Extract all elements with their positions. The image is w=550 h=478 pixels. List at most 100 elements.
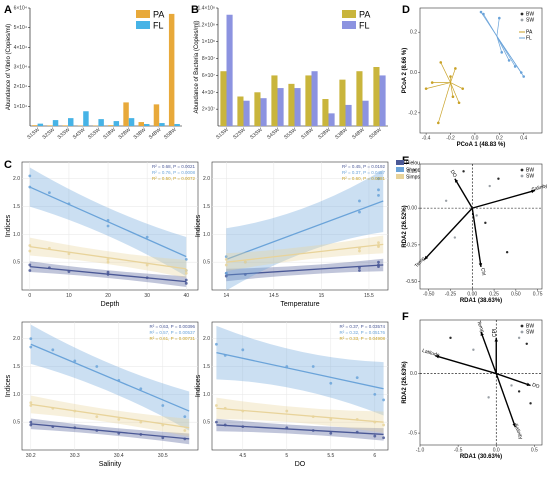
arrow-head: [454, 178, 459, 183]
x-tick-label: -0.5: [454, 448, 463, 454]
data-point-simpson: [184, 269, 188, 272]
data-point-pielou: [106, 270, 110, 274]
arrow-head: [478, 263, 483, 267]
x-axis-label: Temperature: [280, 301, 319, 308]
data-point-shannon: [377, 177, 380, 181]
sample-point-fl: [479, 10, 483, 14]
data-point-shannon: [183, 415, 187, 419]
y-tick-label: 0.5: [203, 420, 210, 426]
data-point-simpson: [67, 252, 71, 256]
bar-fl: [260, 98, 267, 126]
x-tick-label: 4.5: [239, 453, 246, 459]
sample-point-pa: [449, 75, 452, 78]
data-point-simpson: [28, 244, 32, 247]
bar-fl: [362, 100, 369, 126]
y-tick-label: 2.0: [203, 176, 210, 182]
data-point-shannon: [106, 219, 110, 222]
arrow-head: [512, 423, 516, 428]
y-tick-label: 4×10⁴: [14, 45, 27, 51]
data-point-simpson: [145, 263, 149, 267]
legend-swatch: [396, 160, 404, 165]
legend-swatch: [136, 10, 150, 18]
data-point-shannon: [28, 185, 32, 189]
data-point-pielou: [311, 429, 315, 432]
y-tick-label: 1.0: [13, 392, 20, 398]
data-point-shannon: [67, 202, 71, 206]
data-point-simpson: [95, 415, 99, 419]
y-tick-label: -0.5: [408, 431, 417, 437]
bar-fl: [159, 123, 165, 126]
sample-point-sw: [444, 199, 448, 202]
x-axis-label: RDA1 (30.63%): [460, 454, 502, 460]
x-tick-label: 0: [28, 293, 31, 299]
legend-label: SW: [526, 18, 534, 24]
data-point-simpson: [183, 429, 187, 432]
y-tick-label: 1.4×10⁸: [197, 6, 215, 12]
x-tick-label: 0.4: [520, 136, 527, 142]
x-tick-label: 0.5: [531, 448, 538, 454]
vector-label: Temp: [475, 320, 485, 334]
x-tick-label: 0.0: [471, 136, 478, 142]
charts: 1×10⁴ 2×10⁴ 3×10⁴ 4×10⁴ 5×10⁴ 6×10⁴ Abundance …: [5, 6, 549, 469]
sample-point-pa: [461, 87, 465, 90]
data-point-pielou: [145, 276, 149, 280]
y-axis-label: Indices: [5, 374, 12, 397]
x-tick-label: 14.5: [269, 293, 279, 299]
arrow-head: [480, 331, 484, 336]
data-point-simpson: [382, 423, 385, 427]
bar-pa: [305, 75, 312, 126]
x-tick-label: S5BW: [368, 127, 383, 141]
data-point-simpson: [215, 404, 218, 407]
data-point-simpson: [355, 417, 359, 421]
vector-label: DO: [449, 169, 458, 179]
data-point-simpson: [373, 420, 377, 424]
y-tick-label: 0.2: [410, 30, 417, 36]
y-axis-label: PCoA 2 (8.66 %): [402, 48, 408, 93]
data-point-shannon: [95, 365, 99, 368]
panel-label-e: E: [402, 155, 409, 167]
y-tick-label: 1×10⁸: [202, 39, 215, 45]
legend-label: SW: [526, 174, 534, 180]
bar-fl: [52, 120, 59, 126]
x-axis-label: Depth: [101, 301, 120, 308]
bar-pa: [339, 79, 346, 126]
x-tick-label: 30.2: [26, 453, 36, 459]
data-point-pielou: [95, 429, 99, 432]
x-tick-label: 5.5: [327, 453, 334, 459]
y-tick-label: -0.2: [408, 110, 417, 116]
bar-fl: [294, 88, 301, 126]
x-tick-label: S5SW: [283, 127, 298, 141]
legend-label: PA: [526, 30, 533, 36]
sample-point-fl: [498, 16, 501, 20]
y-tick-label: 2×10⁴: [14, 84, 27, 90]
env-vector-arrow: [423, 207, 473, 261]
sample-point-fl: [507, 59, 511, 62]
y-tick-label: 0.00: [407, 206, 417, 212]
x-tick-label: S4SW: [266, 127, 281, 141]
bar-pa: [32, 125, 38, 126]
x-tick-label: 40: [183, 293, 189, 299]
legend-label: Pielou: [406, 161, 420, 167]
bar-fl: [83, 111, 89, 126]
y-tick-label: 0.0: [410, 371, 417, 377]
x-tick-label: 14: [223, 293, 229, 299]
legend-marker: [520, 168, 524, 172]
data-point-shannon: [145, 235, 149, 239]
data-point-pielou: [243, 273, 247, 276]
legend-swatch: [136, 21, 150, 29]
sample-point-bw: [505, 251, 509, 254]
sample-point-pa: [451, 95, 455, 99]
spider-line-pa: [450, 68, 456, 83]
fit-line-simpson: [226, 243, 384, 263]
data-point-simpson: [28, 249, 32, 253]
y-tick-label: -0.50: [406, 279, 418, 285]
legend-swatch: [342, 10, 356, 18]
x-axis-label: RDA1 (38.63%): [460, 298, 502, 304]
sample-point-pa: [430, 81, 434, 84]
data-point-pielou: [358, 266, 361, 270]
y-tick-label: 0.5: [13, 420, 20, 426]
y-tick-label: 8×10⁷: [202, 56, 215, 62]
fit-line-shannon: [30, 343, 190, 412]
sample-point-pa: [454, 67, 457, 70]
